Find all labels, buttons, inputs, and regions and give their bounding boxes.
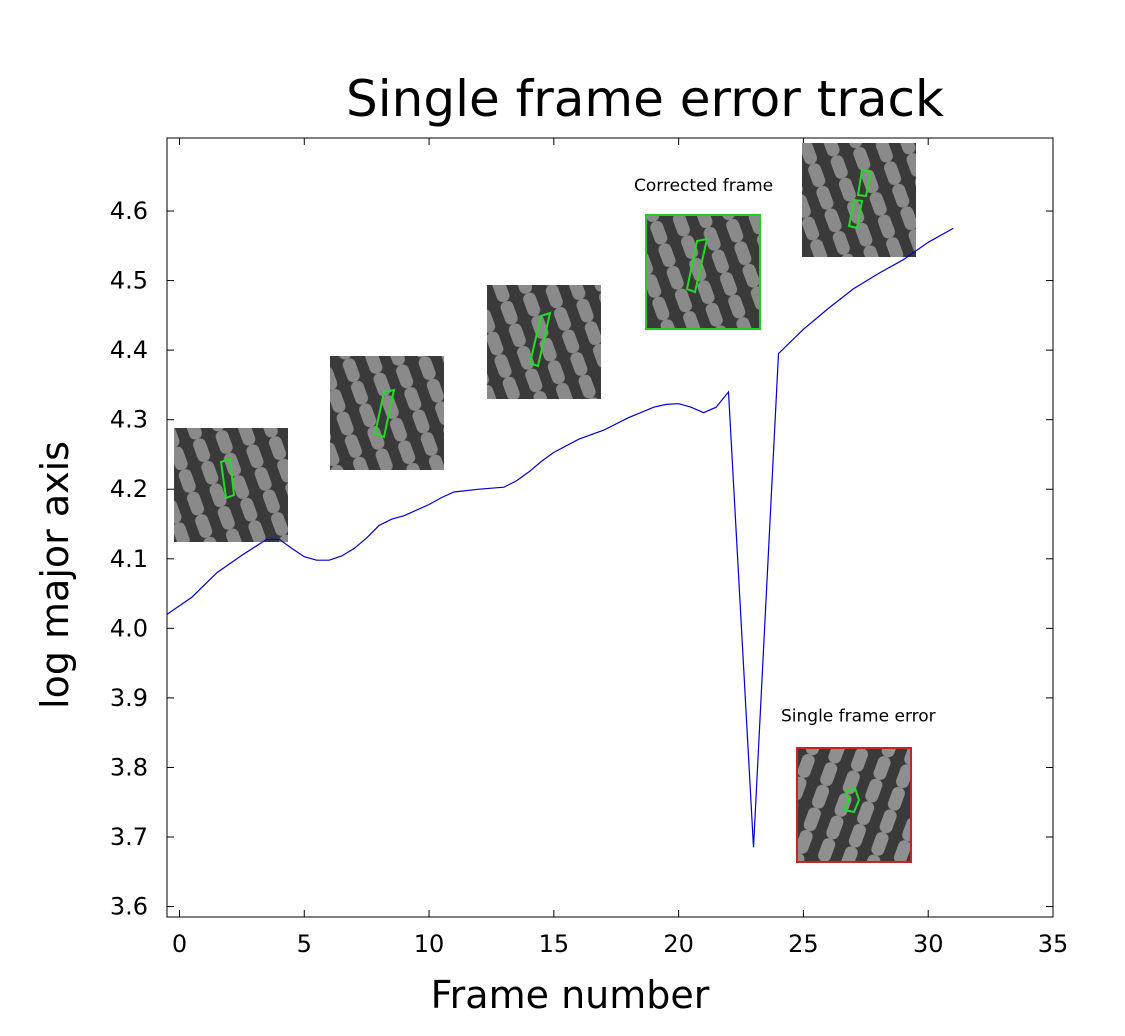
inset-image-frame-8 — [330, 356, 444, 470]
series-line — [166, 227, 954, 848]
y-tick-label: 4.4 — [110, 336, 148, 364]
y-axis-label: log major axis — [33, 441, 77, 709]
x-tick-label: 25 — [788, 930, 819, 958]
plot-frame — [166, 137, 1054, 918]
y-tick-label: 4.6 — [110, 197, 148, 225]
x-tick-label: 10 — [414, 930, 445, 958]
annotations: Corrected frame Single frame error — [634, 176, 936, 727]
chart-title: Single frame error track — [346, 70, 944, 128]
x-tick-label: 30 — [913, 930, 944, 958]
y-tick-label: 4.0 — [110, 614, 148, 642]
y-tick-label: 3.8 — [110, 753, 148, 781]
x-axis-label: Frame number — [431, 973, 710, 1017]
y-tick-label: 3.7 — [110, 823, 148, 851]
x-tick-label: 20 — [663, 930, 694, 958]
y-axis: 3.6 3.7 3.8 3.9 4.0 4.1 4.2 4.3 4.4 4.5 4.6 — [110, 197, 1053, 921]
inset-image-corrected-frame — [645, 214, 761, 330]
inset-image-frame-27 — [802, 143, 916, 257]
y-tick-label: 4.3 — [110, 406, 148, 434]
annotation-label: Single frame error — [781, 707, 936, 727]
x-tick-label: 35 — [1038, 930, 1069, 958]
inset-image-single-frame-error — [796, 747, 912, 863]
y-tick-label: 3.9 — [110, 684, 148, 712]
y-tick-label: 4.5 — [110, 267, 148, 295]
x-tick-label: 0 — [172, 930, 187, 958]
inset-image-frame-14 — [487, 285, 601, 399]
inset-image-frame-2 — [174, 428, 288, 542]
x-tick-label: 5 — [297, 930, 312, 958]
x-tick-label: 15 — [539, 930, 570, 958]
y-tick-label: 4.2 — [110, 475, 148, 503]
y-tick-label: 3.6 — [110, 893, 148, 921]
y-tick-label: 4.1 — [110, 545, 148, 573]
annotation-label: Corrected frame — [634, 176, 773, 196]
x-axis: 0 5 10 15 20 25 30 35 — [172, 138, 1068, 958]
